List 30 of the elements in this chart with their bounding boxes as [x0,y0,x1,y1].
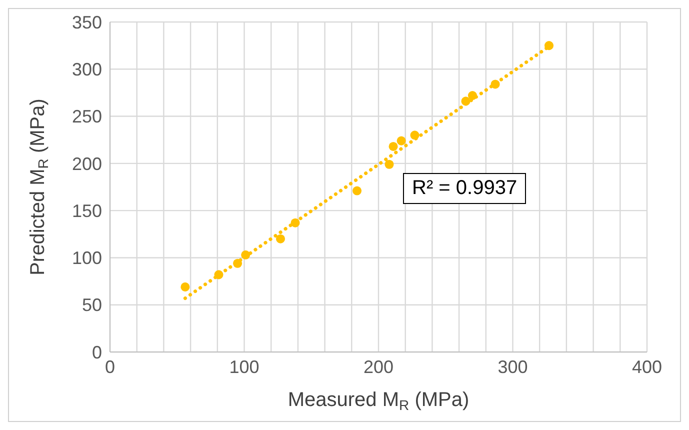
point [396,136,406,146]
point [384,160,394,169]
y-tick-label: 350 [72,12,102,32]
y-tick-label: 200 [72,154,102,174]
point [276,234,286,244]
y-tick-label: 300 [72,60,102,80]
point [410,130,420,140]
y-tick-label: 0 [92,342,102,362]
x-tick-label: 0 [104,356,116,377]
x-tick-label: 400 [632,356,662,377]
point [544,41,554,50]
point [180,282,190,292]
y-tick-label: 50 [82,295,102,316]
point [241,250,250,260]
y-tick-label: 150 [72,200,102,221]
y-tick-label: 100 [72,248,102,268]
point [468,91,477,100]
point [214,270,224,280]
x-tick-label: 300 [498,356,528,377]
point [490,80,500,89]
point [461,96,470,106]
annotation: R² = 0.9937 [403,173,526,204]
point [233,258,242,268]
y-tick-label: 250 [72,106,102,127]
point [352,186,362,196]
x-tick-label: 100 [229,356,260,377]
x-tick-label: 200 [363,356,394,377]
x-axis-title: Measured M$_{R}$ (MPa) [288,389,470,412]
point [388,142,398,151]
point [290,218,300,228]
